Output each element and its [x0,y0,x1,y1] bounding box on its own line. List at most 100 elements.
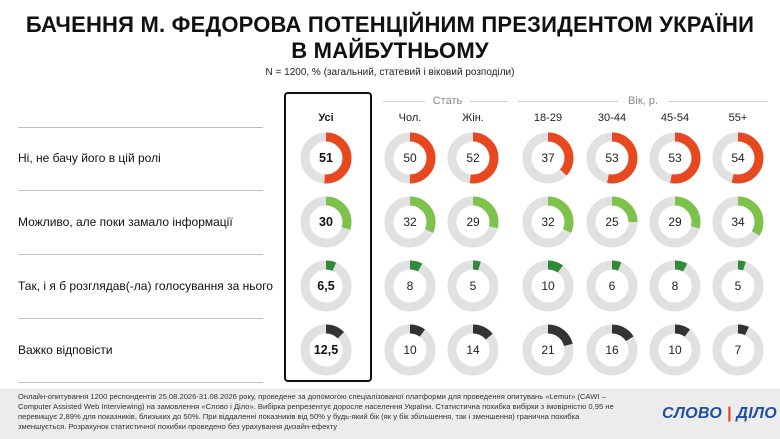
donut-mark [300,196,352,248]
donut-arc [447,324,499,376]
donut-mark [447,132,499,184]
donut-value-label: 32 [403,215,417,229]
total-column-highlight [284,92,372,382]
donut-value-label: 10 [403,343,417,357]
chart-title: БАЧЕННЯ М. ФЕДОРОВА ПОТЕНЦІЙНИМ ПРЕЗИДЕН… [0,12,780,64]
donut-arc [712,260,764,312]
row-separator [18,127,263,128]
donut-mark [586,260,638,312]
donut-value-label: 8 [406,279,414,293]
donut-arc [649,132,701,184]
column-header: Жін. [462,112,484,124]
donut-mark [586,324,638,376]
donut-mark [447,260,499,312]
donut-arc [586,196,638,248]
donut-mark [300,324,352,376]
row-label: Можливо, але поки замало інформації [18,215,233,229]
row-separator [18,318,263,319]
donut-mark [522,324,574,376]
donut-arc [712,132,764,184]
donut-arc [447,196,499,248]
column-header: Чол. [398,112,422,124]
donut-arc [447,132,499,184]
donut-arc [649,260,701,312]
age-group-label: Вік, р. [618,95,668,107]
column-header: 55+ [728,112,748,124]
donut-arc [300,132,352,184]
donut-mark [649,324,701,376]
brand-logo: СЛОВО | ДІЛО [662,405,777,423]
row-separator [18,190,263,191]
title-line-2: В МАЙБУТНЬОМУ [291,38,489,63]
donut-arc [384,260,436,312]
donut-value-label: 6,5 [317,279,335,293]
donut-arc [649,324,701,376]
donut-value-label: 10 [541,279,555,293]
column-header: 18-29 [533,112,563,124]
donut-value-label: 25 [605,215,619,229]
donut-arc [384,324,436,376]
donut-mark [384,132,436,184]
row-separator [18,254,263,255]
donut-arc [522,260,574,312]
donut-value-label: 5 [469,279,477,293]
donut-arc [384,196,436,248]
donut-mark [649,260,701,312]
donut-value-label: 6 [608,279,616,293]
title-line-1: БАЧЕННЯ М. ФЕДОРОВА ПОТЕНЦІЙНИМ ПРЕЗИДЕН… [25,12,755,37]
donut-arc [522,132,574,184]
column-header: 30-44 [597,112,627,124]
donut-value-label: 21 [541,343,555,357]
chart-subtitle: N = 1200, % (загальний, статевий і віков… [265,67,515,78]
row-label: Так, і я б розглядав(-ла) голосування за… [18,279,273,293]
donut-value-label: 8 [671,279,679,293]
donut-mark [384,260,436,312]
donut-arc [586,324,638,376]
donut-mark [522,260,574,312]
sex-group-label: Стать [425,95,470,107]
donut-mark [712,132,764,184]
donut-mark [384,324,436,376]
donut-value-label: 32 [541,215,555,229]
donut-mark [649,132,701,184]
donut-arc [300,260,352,312]
footer-band [0,389,780,439]
donut-arc [586,132,638,184]
donut-value-label: 7 [734,343,742,357]
row-label: Ні, не бачу його в цій ролі [18,151,161,165]
donut-mark [300,260,352,312]
row-label: Важко відповісти [18,343,113,357]
column-header: Усі [318,112,334,124]
donut-value-label: 29 [466,215,480,229]
donut-mark [586,132,638,184]
donut-arc [522,196,574,248]
donut-arc [712,196,764,248]
donut-value-label: 52 [466,151,480,165]
donut-mark [522,132,574,184]
donut-value-label: 14 [466,343,480,357]
donut-value-label: 51 [319,151,333,165]
donut-arc [522,324,574,376]
donut-arc [300,196,352,248]
donut-value-label: 53 [668,151,682,165]
donut-arc [586,260,638,312]
donut-value-label: 34 [731,215,745,229]
donut-arc [712,324,764,376]
donut-value-label: 54 [731,151,745,165]
donut-mark [447,324,499,376]
donut-mark [712,324,764,376]
donut-mark [447,196,499,248]
donut-arc [649,196,701,248]
column-header: 45-54 [660,112,690,124]
donut-value-label: 30 [319,215,333,229]
donut-value-label: 50 [403,151,417,165]
row-separator [18,382,263,383]
donut-mark [586,196,638,248]
donut-value-label: 16 [605,343,619,357]
donut-value-label: 37 [541,151,555,165]
logo-word-dilo: ДІЛО [736,405,778,422]
donut-mark [712,196,764,248]
methodology-note: Онлайн-опитування 1200 респондентів 25.0… [18,392,614,431]
donut-mark [384,196,436,248]
donut-mark [712,260,764,312]
